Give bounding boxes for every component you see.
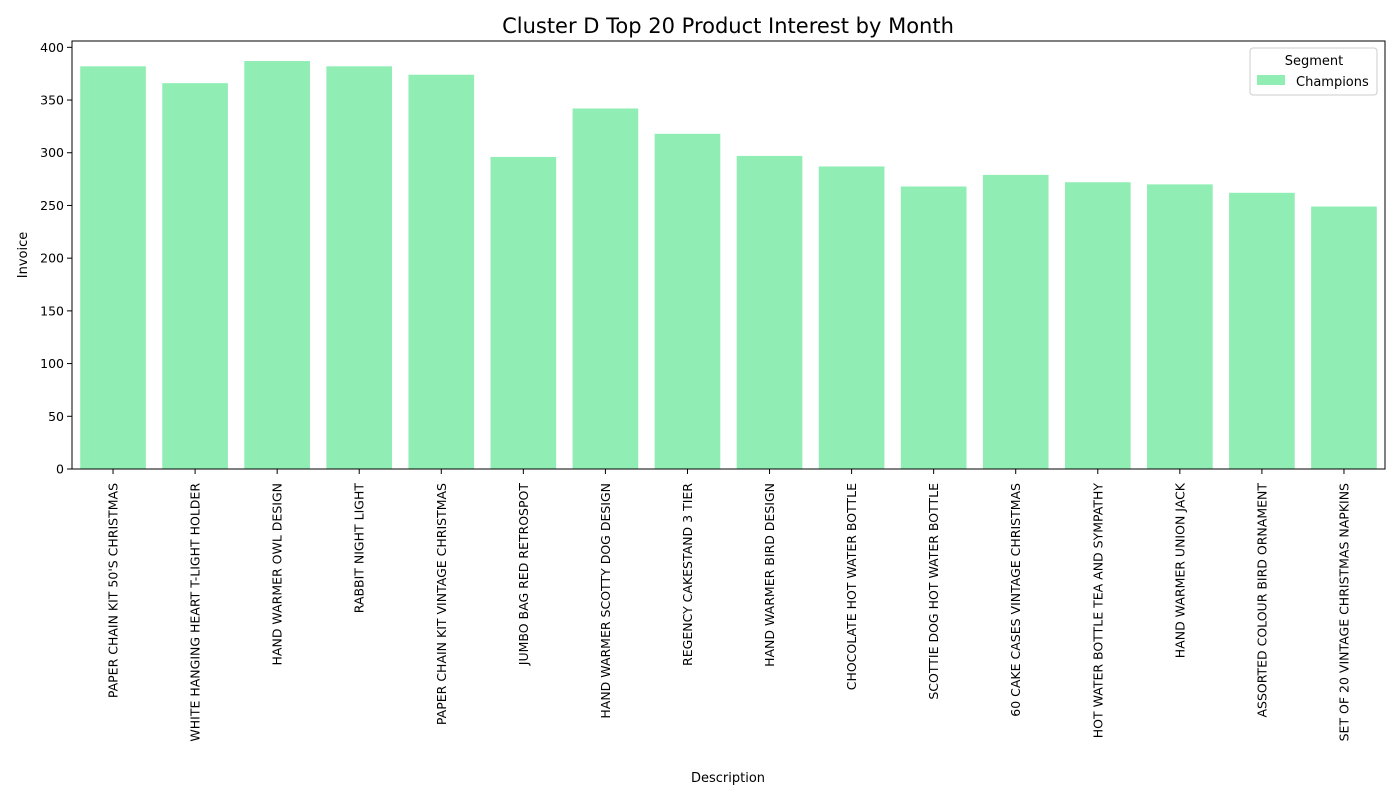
bar xyxy=(326,66,393,470)
y-tick-label: 200 xyxy=(40,251,64,266)
legend: Segment Champions xyxy=(1249,47,1378,96)
bar xyxy=(572,108,639,469)
y-axis-label: Invoice xyxy=(16,232,31,278)
x-tick-label: PAPER CHAIN KIT 50'S CHRISTMAS xyxy=(106,483,121,698)
bar xyxy=(1147,184,1213,469)
bar xyxy=(982,174,1049,469)
y-tick-label: 400 xyxy=(40,40,64,55)
legend-title: Segment xyxy=(1285,54,1344,69)
x-tick-label: HAND WARMER BIRD DESIGN xyxy=(762,483,777,667)
x-tick-label: PAPER CHAIN KIT VINTAGE CHRISTMAS xyxy=(434,483,449,725)
y-tick-label: 300 xyxy=(40,145,64,160)
ticks-layer: PAPER CHAIN KIT 50'S CHRISTMAS WHITE HANG… xyxy=(40,40,1351,742)
y-tick-label: 150 xyxy=(40,303,64,318)
x-tick-label: ASSORTED COLOUR BIRD ORNAMENT xyxy=(1254,483,1269,718)
bar xyxy=(1064,182,1131,469)
bar xyxy=(1311,206,1377,469)
x-tick-label: HAND WARMER OWL DESIGN xyxy=(270,483,285,665)
x-tick-label: REGENCY CAKESTAND 3 TIER xyxy=(680,483,695,666)
x-tick-label: CHOCOLATE HOT WATER BOTTLE xyxy=(844,483,859,690)
bars-layer xyxy=(80,61,1377,470)
bar xyxy=(654,133,721,469)
x-tick-label: WHITE HANGING HEART T-LIGHT HOLDER xyxy=(188,483,203,742)
chart-title: Cluster D Top 20 Product Interest by Mon… xyxy=(502,14,954,38)
bar xyxy=(490,156,557,469)
y-tick-label: 0 xyxy=(56,462,64,477)
bar xyxy=(244,61,310,469)
x-axis-label: Description xyxy=(691,771,765,786)
bar xyxy=(1229,192,1295,470)
y-tick-label: 250 xyxy=(40,198,64,213)
plot-frame xyxy=(71,40,1386,470)
bar xyxy=(408,74,475,469)
x-tick-label: SCOTTIE DOG HOT WATER BOTTLE xyxy=(926,483,941,700)
x-tick-label: HAND WARMER SCOTTY DOG DESIGN xyxy=(598,483,613,719)
y-tick-label: 100 xyxy=(40,356,64,371)
y-tick-label: 50 xyxy=(48,409,64,424)
x-tick-label: RABBIT NIGHT LIGHT xyxy=(352,483,367,614)
bar xyxy=(900,186,967,470)
bar xyxy=(80,66,146,470)
bar xyxy=(736,155,803,469)
x-tick-label: HAND WARMER UNION JACK xyxy=(1172,482,1187,658)
bar xyxy=(818,166,885,469)
x-tick-label: SET OF 20 VINTAGE CHRISTMAS NAPKINS xyxy=(1336,483,1351,741)
y-tick-label: 350 xyxy=(40,93,64,108)
x-tick-label: 60 CAKE CASES VINTAGE CHRISTMAS xyxy=(1008,483,1023,717)
bar xyxy=(162,83,228,470)
x-tick-label: HOT WATER BOTTLE TEA AND SYMPATHY xyxy=(1090,483,1105,739)
legend-swatch xyxy=(1257,75,1285,85)
x-tick-label: JUMBO BAG RED RETROSPOT xyxy=(516,483,531,667)
axes-layer xyxy=(71,40,1386,470)
legend-entry-champions: Champions xyxy=(1296,75,1369,90)
